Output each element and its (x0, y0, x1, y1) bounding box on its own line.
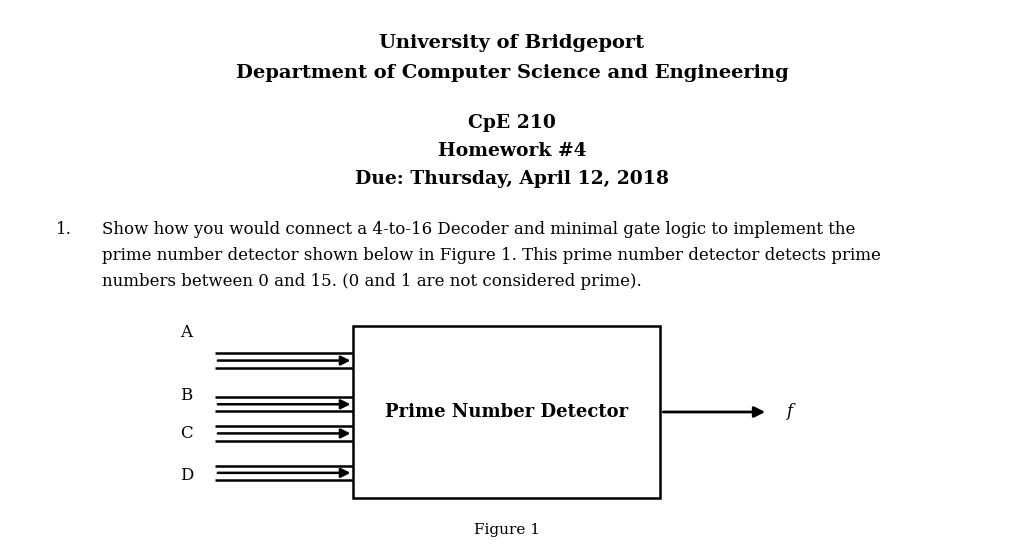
Text: f: f (786, 404, 793, 420)
Text: Prime Number Detector: Prime Number Detector (385, 403, 629, 421)
Bar (353, 326, 660, 498)
Text: B: B (180, 388, 193, 404)
Text: numbers between 0 and 15. (0 and 1 are not considered prime).: numbers between 0 and 15. (0 and 1 are n… (102, 273, 642, 290)
Text: D: D (179, 467, 194, 484)
Text: Show how you would connect a 4-to-16 Decoder and minimal gate logic to implement: Show how you would connect a 4-to-16 Dec… (102, 221, 856, 238)
Text: CpE 210: CpE 210 (468, 114, 556, 133)
Text: Homework #4: Homework #4 (437, 142, 587, 160)
Text: A: A (180, 324, 193, 341)
Text: Figure 1: Figure 1 (474, 523, 540, 536)
Text: Department of Computer Science and Engineering: Department of Computer Science and Engin… (236, 64, 788, 82)
Text: C: C (180, 425, 193, 442)
Text: prime number detector shown below in Figure 1. This prime number detector detect: prime number detector shown below in Fig… (102, 247, 882, 264)
Text: Due: Thursday, April 12, 2018: Due: Thursday, April 12, 2018 (355, 170, 669, 188)
Text: 1.: 1. (56, 221, 73, 238)
Text: University of Bridgeport: University of Bridgeport (380, 34, 644, 53)
